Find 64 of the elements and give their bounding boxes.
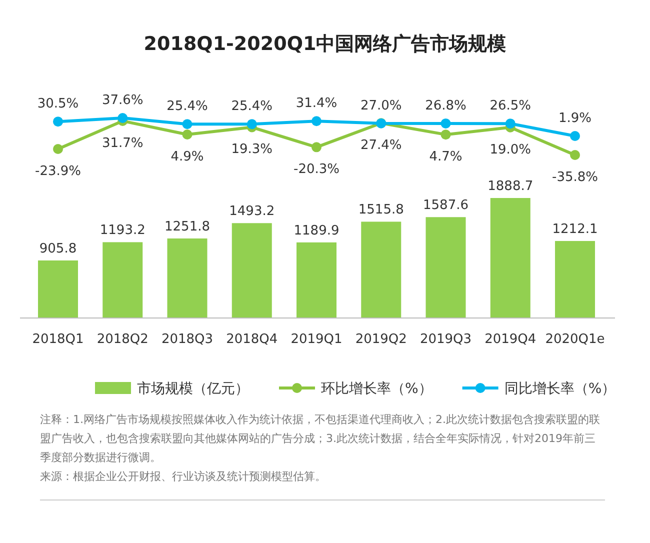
bar — [555, 240, 595, 318]
data-label: 26.5% — [490, 98, 532, 114]
x-tick-label: 2018Q3 — [161, 332, 214, 347]
x-tick-label: 2019Q1 — [290, 332, 342, 347]
point — [118, 113, 128, 123]
legend-label: 市场规模（亿元） — [137, 381, 249, 397]
source-note: 来源：根据企业公开财报、行业访谈及统计预测模型估算。 — [40, 470, 326, 483]
x-tick-label: 2018Q2 — [96, 332, 148, 347]
data-label: -20.3% — [294, 162, 340, 178]
bar — [490, 198, 530, 318]
data-label: 30.5% — [37, 96, 79, 112]
bar — [426, 217, 466, 318]
point — [312, 142, 322, 152]
data-label: 31.7% — [102, 136, 144, 151]
point — [570, 130, 580, 141]
point — [246, 119, 257, 130]
data-label: 19.3% — [231, 142, 273, 158]
point — [440, 130, 451, 140]
data-label: 4.7% — [429, 150, 462, 165]
chart-title: 2018Q1-2020Q1中国网络广告市场规模 — [144, 33, 506, 55]
x-tick-label: 2018Q1 — [32, 332, 84, 347]
point — [182, 129, 192, 140]
data-label: 19.0% — [490, 142, 532, 158]
data-label: 1.9% — [558, 110, 592, 126]
data-label: 1515.8 — [358, 202, 404, 218]
bar — [232, 223, 272, 318]
data-label: 1493.2 — [229, 204, 275, 220]
data-label: 4.9% — [170, 149, 204, 164]
point — [505, 118, 516, 129]
data-label: 25.4% — [166, 99, 208, 114]
point — [312, 116, 322, 126]
legend-label: 同比增长率（%） — [504, 381, 616, 397]
legend-label: 环比增长率（%） — [321, 381, 432, 397]
bar — [102, 242, 143, 318]
data-label: 31.4% — [296, 96, 338, 112]
point — [570, 150, 580, 160]
data-label: 905.8 — [39, 241, 77, 256]
data-label: 27.4% — [360, 138, 402, 154]
data-label: 1587.6 — [423, 198, 468, 214]
point — [53, 144, 63, 154]
bar — [296, 242, 336, 318]
x-tick-label: 2018Q4 — [226, 332, 278, 347]
bar — [361, 222, 402, 318]
data-label: 1193.2 — [100, 223, 146, 238]
data-label: 1888.7 — [488, 179, 534, 194]
x-tick-label: 2019Q3 — [420, 332, 472, 347]
data-label: 27.0% — [360, 98, 402, 114]
point — [440, 118, 451, 128]
x-tick-label: 2020Q1e — [545, 332, 605, 347]
point — [182, 119, 192, 130]
data-label: -35.8% — [552, 170, 598, 185]
data-label: 1251.8 — [164, 219, 210, 234]
text: 注释：1.网络广告市场规模按照媒体收入作为统计依据，不包括渠道代理商收入；2.此次统计数据包含搜索联盟的联盟广告收入，也包含搜索联盟向其他媒体网站的广告分成；3.此次统计数据，结合全年实际情况，针对2019年前三季度部分数据进行微调。 — [40, 413, 600, 464]
data-label: 1212.1 — [552, 222, 598, 237]
data-label: 37.6% — [102, 93, 144, 108]
data-label: 26.8% — [425, 98, 466, 114]
bar — [167, 238, 208, 318]
data-label: 25.4% — [231, 99, 273, 114]
data-label: 1189.9 — [294, 223, 340, 238]
x-tick-label: 2019Q2 — [355, 332, 407, 347]
data-label: -23.9% — [35, 164, 81, 179]
bar — [38, 260, 78, 318]
point — [53, 116, 63, 127]
x-tick-label: 2019Q4 — [484, 332, 536, 347]
